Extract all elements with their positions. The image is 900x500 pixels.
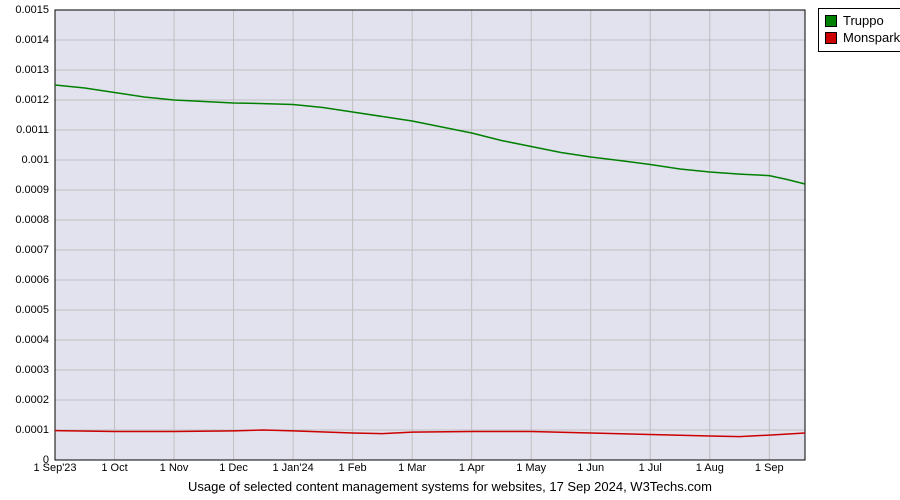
- legend-item: Monspark: [825, 30, 900, 47]
- x-tick-label: 1 Aug: [696, 462, 724, 474]
- y-tick-label: 0.0001: [15, 424, 49, 436]
- y-tick-label: 0.001: [21, 154, 49, 166]
- x-tick-label: 1 Feb: [339, 462, 367, 474]
- legend-label: Truppo: [843, 13, 884, 30]
- y-tick-label: 0.0005: [15, 304, 49, 316]
- x-tick-label: 1 Nov: [160, 462, 189, 474]
- y-tick-label: 0.0007: [15, 244, 49, 256]
- x-tick-label: 1 Jun: [577, 462, 604, 474]
- y-tick-label: 0.0006: [15, 274, 49, 286]
- y-tick-label: 0.0004: [15, 334, 49, 346]
- chart-caption: Usage of selected content management sys…: [0, 479, 900, 494]
- legend-item: Truppo: [825, 13, 900, 30]
- legend-swatch: [825, 15, 837, 27]
- y-tick-label: 0.0014: [15, 34, 49, 46]
- x-tick-label: 1 Apr: [459, 462, 485, 474]
- x-tick-label: 1 May: [516, 462, 546, 474]
- legend-label: Monspark: [843, 30, 900, 47]
- x-tick-label: 1 Oct: [101, 462, 127, 474]
- x-tick-label: 1 Sep: [755, 462, 784, 474]
- line-chart: 00.00010.00020.00030.00040.00050.00060.0…: [0, 0, 900, 500]
- y-tick-label: 0.0008: [15, 214, 49, 226]
- chart-root: { "chart": { "type": "line", "width_px":…: [0, 0, 900, 500]
- y-tick-label: 0.0012: [15, 94, 49, 106]
- y-tick-label: 0.0009: [15, 184, 49, 196]
- y-tick-label: 0.0002: [15, 394, 49, 406]
- x-tick-label: 1 Jan'24: [272, 462, 313, 474]
- y-tick-label: 0.0003: [15, 364, 49, 376]
- legend-swatch: [825, 32, 837, 44]
- x-tick-label: 1 Jul: [639, 462, 662, 474]
- y-tick-label: 0.0011: [16, 124, 49, 136]
- x-tick-label: 1 Dec: [219, 462, 248, 474]
- x-tick-label: 1 Sep'23: [33, 462, 76, 474]
- x-tick-label: 1 Mar: [398, 462, 426, 474]
- legend: TruppoMonspark: [818, 8, 900, 52]
- y-tick-label: 0.0015: [15, 4, 49, 16]
- y-tick-label: 0.0013: [15, 64, 49, 76]
